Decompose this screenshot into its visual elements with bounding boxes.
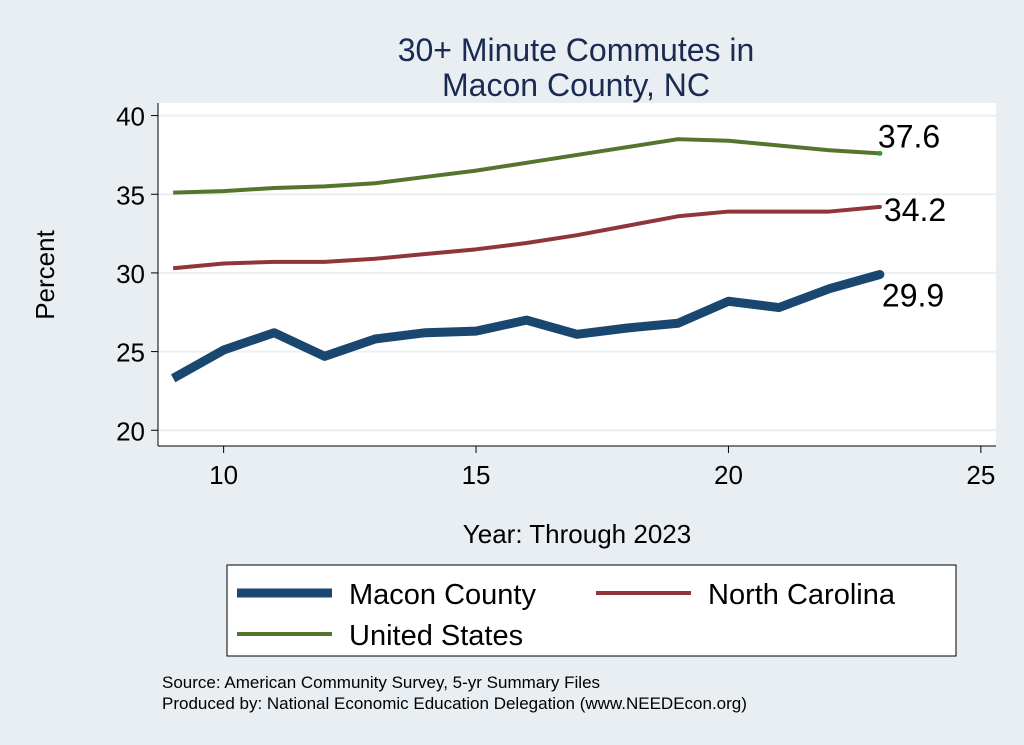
legend-items: Macon County North Carolina United States <box>237 579 896 652</box>
plot-area <box>158 103 996 446</box>
series-end-point <box>877 204 882 209</box>
end-labels: 29.9 34.2 37.6 <box>878 118 946 313</box>
x-axis-label: Year: Through 2023 <box>463 519 691 549</box>
y-tick-label: 35 <box>116 180 145 210</box>
legend-label-north-carolina: North Carolina <box>708 579 896 611</box>
y-axis: 20 25 30 35 40 <box>116 102 159 446</box>
y-axis-label: Percent <box>30 229 60 319</box>
series-line-united-states <box>173 137 881 195</box>
produced-note: Produced by: National Economic Education… <box>162 694 747 713</box>
end-label-macon-county: 29.9 <box>882 278 944 314</box>
legend: Macon County North Carolina United States <box>226 564 957 657</box>
legend-box <box>226 564 957 657</box>
y-tick-label: 30 <box>116 259 145 289</box>
series-end-point <box>877 150 883 156</box>
end-label-north-carolina: 34.2 <box>884 192 946 228</box>
y-tick-label: 20 <box>116 416 145 446</box>
y-tick-label: 25 <box>116 338 145 368</box>
series-end-point <box>875 270 885 279</box>
x-axis: 10 15 20 25 <box>158 445 996 490</box>
x-tick-label: 20 <box>714 460 743 490</box>
legend-label-united-states: United States <box>349 620 523 652</box>
series-lines <box>170 137 885 383</box>
series-line-macon-county <box>170 270 882 383</box>
x-tick-label: 10 <box>209 460 238 490</box>
x-tick-label: 15 <box>462 460 491 490</box>
end-label-united-states: 37.6 <box>878 118 940 154</box>
chart-title: 30+ Minute Commutes in <box>398 32 755 68</box>
x-tick-label: 25 <box>966 460 995 490</box>
source-note: Source: American Community Survey, 5-yr … <box>162 673 600 692</box>
y-tick-label: 40 <box>116 102 145 132</box>
legend-label-macon-county: Macon County <box>349 579 536 611</box>
chart-subtitle: Macon County, NC <box>442 67 710 103</box>
grid-lines <box>158 114 996 432</box>
series-line-north-carolina <box>172 204 881 271</box>
